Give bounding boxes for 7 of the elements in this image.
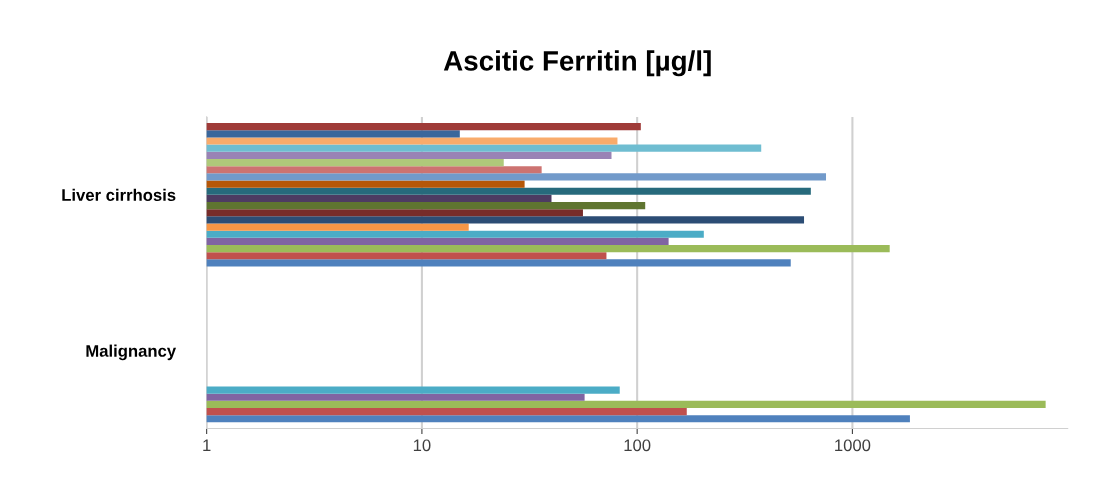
- y-tick-label: Malignancy: [86, 344, 177, 361]
- x-tick-label: 1: [203, 439, 211, 452]
- x-tick-label: 10: [413, 439, 431, 452]
- x-tick-label: 100: [624, 439, 651, 452]
- x-tick-label: 1000: [835, 439, 871, 452]
- y-tick-label: Liver cirrhosis: [62, 188, 176, 201]
- chart-title: Ascitic Ferritin [µg/l]: [443, 50, 711, 77]
